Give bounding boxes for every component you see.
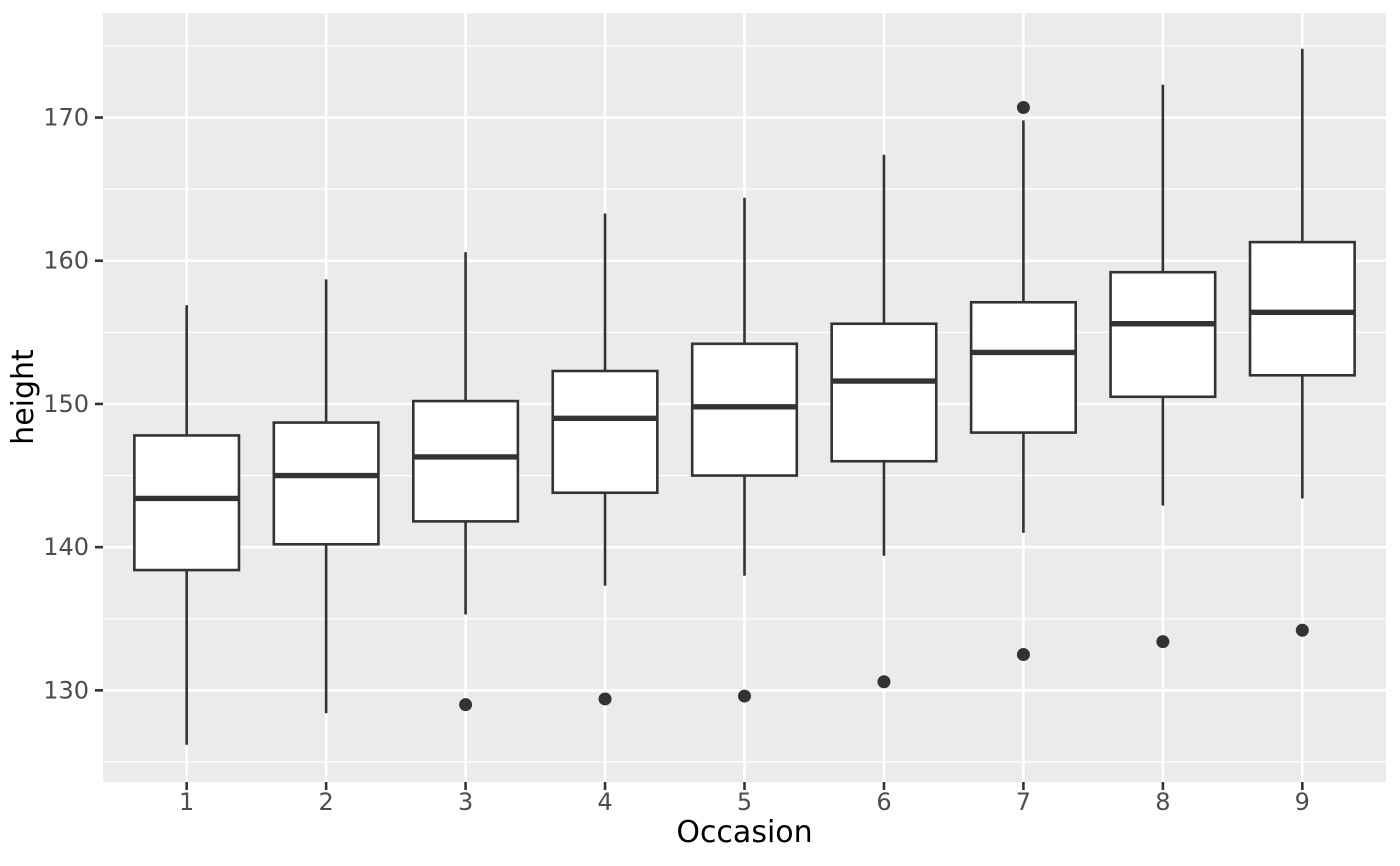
outlier-dot bbox=[1016, 648, 1030, 662]
box bbox=[830, 322, 938, 463]
boxplot-occasion-8 bbox=[1109, 84, 1217, 649]
x-tick-label: 7 bbox=[1016, 788, 1031, 816]
y-tick-label: 130 bbox=[43, 676, 89, 704]
boxplot-occasion-4 bbox=[551, 213, 659, 706]
x-axis-title: Occasion bbox=[676, 815, 813, 850]
outlier-dot bbox=[877, 675, 891, 689]
x-tick-label: 9 bbox=[1295, 788, 1310, 816]
box bbox=[272, 421, 380, 546]
outlier-dot bbox=[1295, 623, 1309, 637]
boxplot-occasion-9 bbox=[1248, 48, 1356, 637]
x-tick-label: 1 bbox=[179, 788, 194, 816]
boxplot-occasion-7 bbox=[969, 101, 1078, 662]
y-tick-label: 150 bbox=[43, 390, 89, 418]
y-tick-label: 160 bbox=[43, 247, 89, 275]
outlier-dot bbox=[1016, 101, 1030, 115]
outlier-dot bbox=[1156, 635, 1170, 649]
y-tick-label: 170 bbox=[43, 104, 89, 132]
x-tick-label: 4 bbox=[597, 788, 612, 816]
x-tick-label: 8 bbox=[1155, 788, 1170, 816]
outlier-dot bbox=[459, 698, 473, 712]
x-tick-label: 3 bbox=[458, 788, 473, 816]
x-tick-label: 6 bbox=[876, 788, 891, 816]
y-tick-label: 140 bbox=[43, 533, 89, 561]
boxplot-occasion-2 bbox=[272, 279, 380, 714]
box bbox=[969, 300, 1078, 434]
boxplot-occasion-3 bbox=[411, 252, 520, 712]
boxplot-occasion-5 bbox=[690, 197, 799, 703]
boxplot-occasion-6 bbox=[830, 154, 938, 689]
y-axis-title: height bbox=[6, 349, 41, 445]
box bbox=[551, 369, 659, 495]
box bbox=[690, 342, 799, 477]
box bbox=[1109, 270, 1217, 399]
box bbox=[1248, 240, 1356, 377]
outlier-dot bbox=[738, 689, 751, 703]
boxplot-occasion-1 bbox=[133, 305, 241, 745]
box bbox=[411, 399, 520, 523]
outlier-dot bbox=[598, 692, 612, 706]
x-tick-label: 2 bbox=[318, 788, 333, 816]
box bbox=[133, 434, 241, 572]
x-tick-label: 5 bbox=[737, 788, 752, 816]
